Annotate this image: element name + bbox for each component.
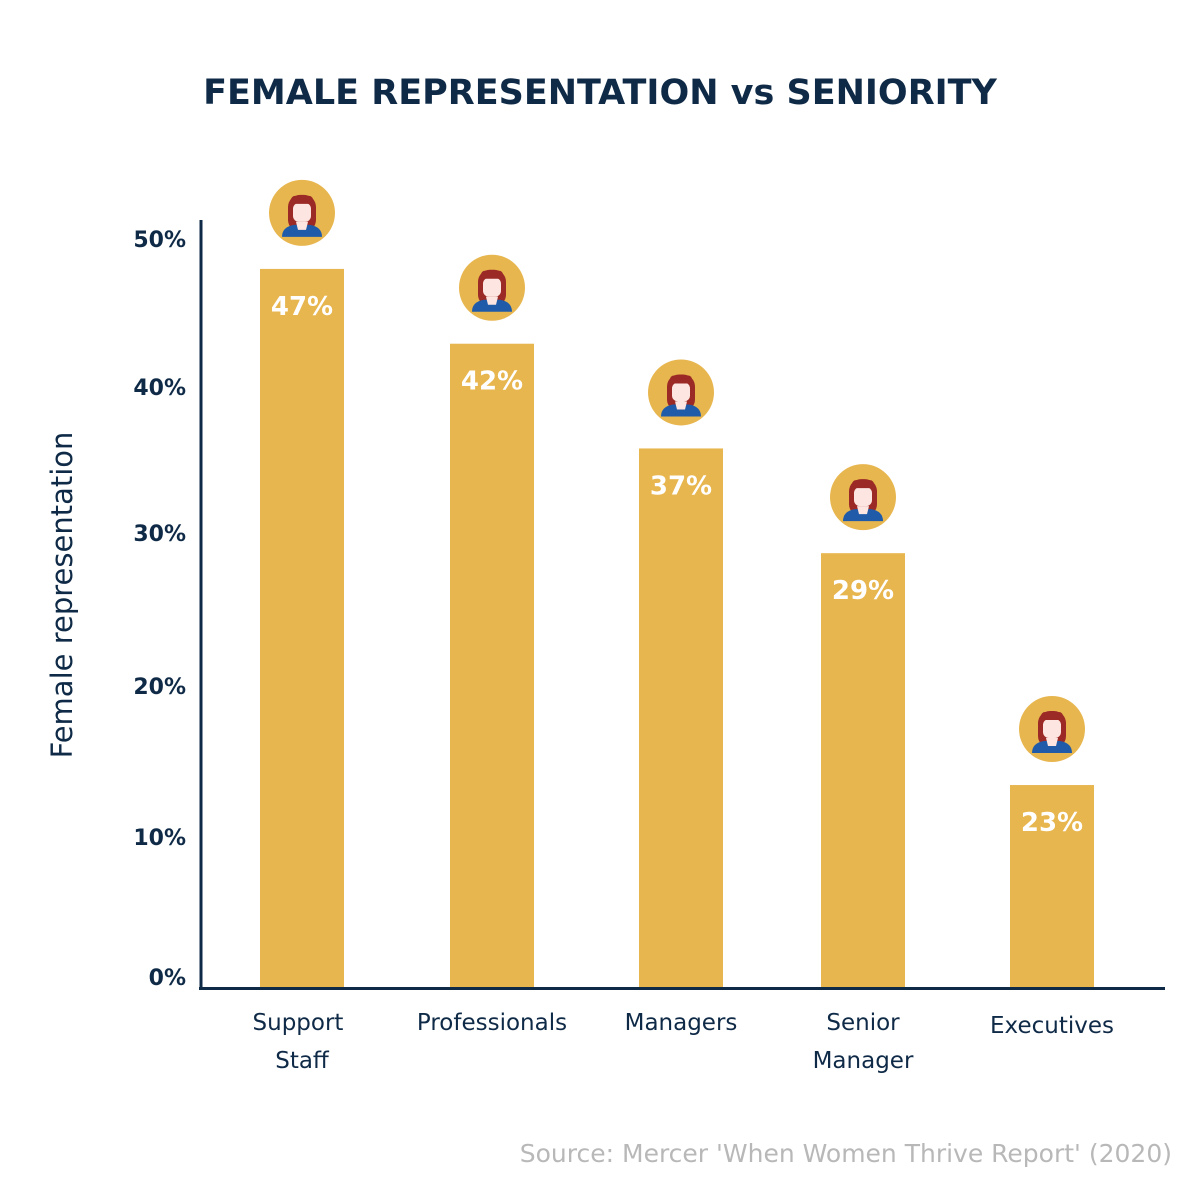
y-tick-label: 50% — [133, 228, 186, 253]
woman-avatar-icon — [269, 179, 335, 246]
bar-value-label: 42% — [461, 367, 523, 397]
x-category-label: Support — [253, 1010, 344, 1036]
bar-value-label: 47% — [271, 292, 333, 322]
source-note: Source: Mercer 'When Women Thrive Report… — [520, 1139, 1172, 1168]
y-tick-label: 30% — [133, 522, 186, 547]
x-category-label: Managers — [625, 1010, 738, 1036]
bar — [639, 448, 723, 987]
bar-value-label: 23% — [1021, 808, 1083, 838]
woman-avatar-icon — [459, 254, 525, 321]
woman-avatar-icon — [1019, 696, 1085, 763]
x-category-label: Professionals — [417, 1010, 567, 1036]
x-axis-categories: Support Staff Professionals Managers Senior M… — [253, 1010, 1114, 1074]
y-axis-ticks: 0% 10% 20% 30% 40% 50% — [133, 228, 186, 991]
bar — [260, 268, 344, 987]
woman-avatar-icon — [648, 359, 714, 426]
x-category-label: Manager — [813, 1048, 914, 1074]
woman-avatar-icon — [830, 464, 896, 531]
y-tick-label: 40% — [133, 376, 186, 401]
bar — [450, 343, 534, 988]
y-tick-label: 0% — [149, 966, 186, 991]
bar — [1010, 785, 1094, 987]
bar — [821, 553, 905, 987]
x-category-label: Staff — [275, 1048, 330, 1074]
x-category-label: Senior — [826, 1010, 900, 1036]
x-category-label: Executives — [990, 1013, 1114, 1039]
y-axis-label: Female representation — [45, 432, 79, 759]
bar-value-label: 37% — [650, 471, 712, 501]
bars: 47% 42% 37% 29% 23% — [260, 179, 1094, 988]
chart-title: FEMALE REPRESENTATION vs SENIORITY — [203, 73, 997, 113]
y-tick-label: 10% — [133, 826, 186, 851]
bar-value-label: 29% — [832, 576, 894, 606]
y-tick-label: 20% — [133, 675, 186, 700]
